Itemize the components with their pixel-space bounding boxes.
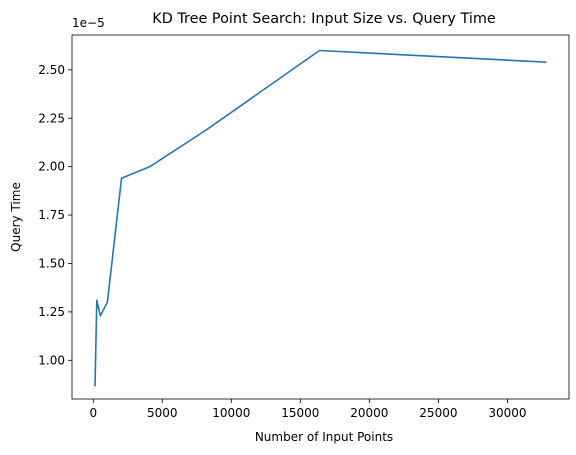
y-tick-label: 1.25 (38, 305, 65, 319)
x-tick-label: 30000 (488, 406, 526, 420)
y-axis-offset-label: 1e−5 (72, 16, 105, 30)
y-tick-label: 1.00 (38, 353, 65, 367)
series-line (94, 49, 547, 387)
x-tick-label: 25000 (419, 406, 457, 420)
x-tick-label: 0 (89, 406, 97, 420)
y-tick-label: 1.50 (38, 256, 65, 270)
y-tick-label: 2.50 (38, 63, 65, 77)
x-axis-label: Number of Input Points (255, 430, 393, 444)
y-axis-ticks: 1.00 1.25 1.50 1.75 2.00 2.25 2.50 (38, 63, 72, 367)
series-layer (94, 49, 547, 387)
y-tick-label: 2.00 (38, 160, 65, 174)
x-tick-label: 15000 (281, 406, 319, 420)
chart-title: KD Tree Point Search: Input Size vs. Que… (152, 11, 496, 27)
x-tick-label: 10000 (212, 406, 250, 420)
y-axis-label: Query Time (9, 182, 23, 252)
x-tick-label: 20000 (350, 406, 388, 420)
x-tick-label: 5000 (147, 406, 178, 420)
y-tick-label: 2.25 (38, 111, 65, 125)
x-axis-ticks: 0 5000 10000 15000 20000 25000 30000 (89, 399, 527, 420)
plot-area-frame (71, 34, 570, 400)
y-tick-label: 1.75 (38, 208, 65, 222)
